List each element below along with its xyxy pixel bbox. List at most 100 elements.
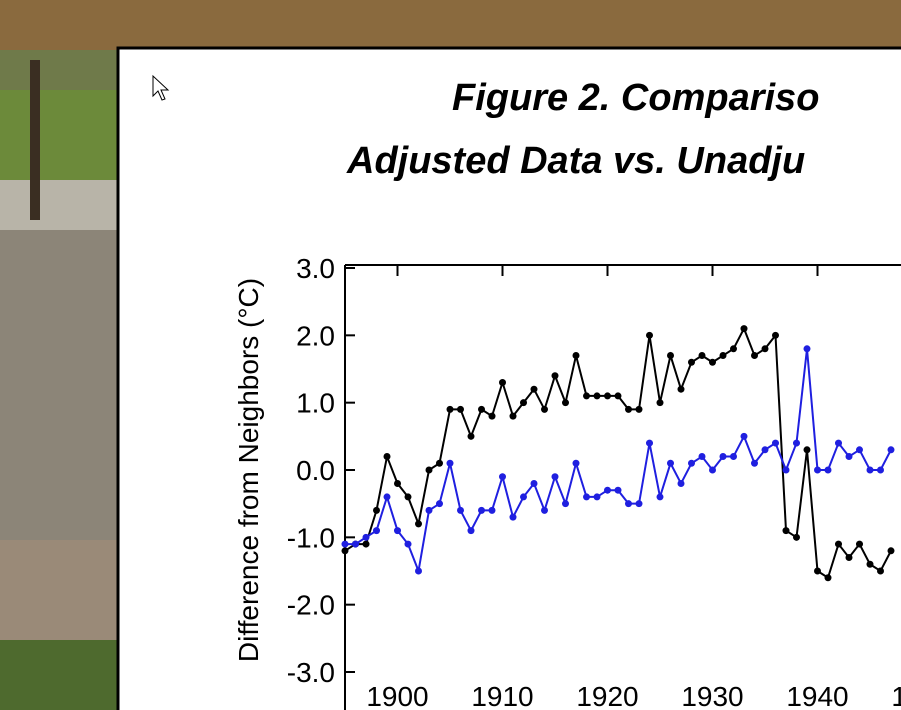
data-point [709, 467, 716, 474]
data-point [405, 541, 412, 548]
data-point [604, 392, 611, 399]
data-point [583, 493, 590, 500]
data-point [793, 534, 800, 541]
data-point [520, 399, 527, 406]
data-point [583, 392, 590, 399]
data-point [510, 413, 517, 420]
photo-trunk [30, 60, 40, 220]
screen: Figure 2. Compariso Adjusted Data vs. Un… [0, 0, 901, 710]
data-point [835, 440, 842, 447]
data-point [468, 433, 475, 440]
data-point [657, 399, 664, 406]
data-point [741, 325, 748, 332]
data-point [825, 467, 832, 474]
y-tick-label: -1.0 [287, 522, 335, 553]
data-point [636, 406, 643, 413]
data-point [888, 446, 895, 453]
y-tick-label: -3.0 [287, 657, 335, 688]
data-point [856, 446, 863, 453]
page: Figure 2. Compariso Adjusted Data vs. Un… [0, 0, 901, 710]
data-point [478, 507, 485, 514]
data-point [426, 467, 433, 474]
data-point [426, 507, 433, 514]
data-point [772, 332, 779, 339]
data-point [657, 493, 664, 500]
data-point [457, 406, 464, 413]
data-point [846, 554, 853, 561]
data-point [625, 406, 632, 413]
data-point [436, 460, 443, 467]
y-axis-label: Difference from Neighbors (°C) [233, 278, 264, 662]
data-point [394, 527, 401, 534]
data-point [552, 473, 559, 480]
data-point [793, 440, 800, 447]
data-point [804, 345, 811, 352]
data-point [646, 440, 653, 447]
data-point [688, 359, 695, 366]
data-point [783, 527, 790, 534]
data-point [730, 345, 737, 352]
data-point [373, 527, 380, 534]
data-point [436, 500, 443, 507]
data-point [720, 352, 727, 359]
data-point [562, 500, 569, 507]
data-point [856, 541, 863, 548]
x-tick-label: 1900 [366, 681, 428, 710]
x-tick-label: 1910 [471, 681, 533, 710]
y-tick-label: 2.0 [296, 320, 335, 351]
data-point [835, 541, 842, 548]
data-point [667, 352, 674, 359]
data-point [846, 453, 853, 460]
data-point [594, 392, 601, 399]
data-point [394, 480, 401, 487]
data-point [783, 467, 790, 474]
data-point [888, 547, 895, 554]
data-point [877, 467, 884, 474]
data-point [415, 520, 422, 527]
data-point [457, 507, 464, 514]
data-point [867, 467, 874, 474]
data-point [447, 460, 454, 467]
data-point [814, 467, 821, 474]
data-point [604, 487, 611, 494]
data-point [877, 568, 884, 575]
data-point [867, 561, 874, 568]
x-tick-label: 1950 [891, 681, 901, 710]
data-point [489, 413, 496, 420]
data-point [720, 453, 727, 460]
data-point [342, 541, 349, 548]
data-point [478, 406, 485, 413]
data-point [541, 507, 548, 514]
data-point [825, 574, 832, 581]
y-tick-label: 0.0 [296, 455, 335, 486]
data-point [531, 480, 538, 487]
photo-stones [0, 540, 120, 650]
data-point [646, 332, 653, 339]
data-point [762, 345, 769, 352]
data-point [573, 460, 580, 467]
data-point [510, 514, 517, 521]
data-point [762, 446, 769, 453]
y-tick-label: -2.0 [287, 590, 335, 621]
data-point [615, 392, 622, 399]
data-point [447, 406, 454, 413]
data-point [499, 379, 506, 386]
photo-shrubs [0, 640, 120, 710]
data-point [699, 352, 706, 359]
data-point [541, 406, 548, 413]
data-point [499, 473, 506, 480]
chart-title: Figure 2. Compariso [452, 77, 819, 119]
data-point [489, 507, 496, 514]
x-tick-label: 1920 [576, 681, 638, 710]
data-point [636, 500, 643, 507]
data-point [625, 500, 632, 507]
data-point [342, 547, 349, 554]
data-point [730, 453, 737, 460]
data-point [615, 487, 622, 494]
data-point [531, 386, 538, 393]
data-point [678, 480, 685, 487]
data-point [552, 372, 559, 379]
data-point [373, 507, 380, 514]
data-point [405, 493, 412, 500]
data-point [573, 352, 580, 359]
